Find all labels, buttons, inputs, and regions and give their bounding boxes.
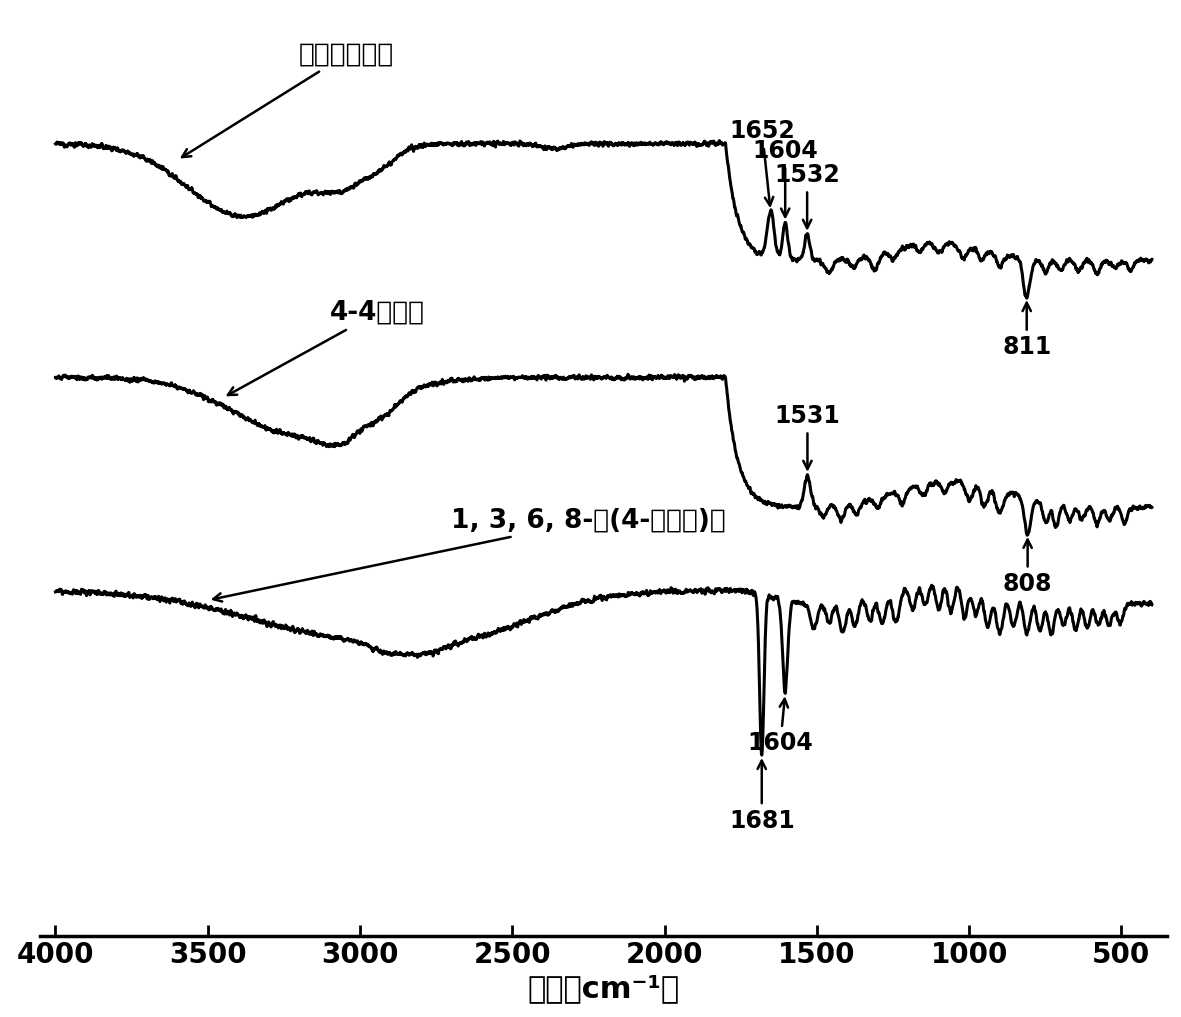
Text: 1, 3, 6, 8-四(4-羞基苯)芙: 1, 3, 6, 8-四(4-羞基苯)芙 — [214, 507, 726, 601]
Text: 金属有机凝胶: 金属有机凝胶 — [182, 42, 394, 157]
X-axis label: 波数（cm⁻¹）: 波数（cm⁻¹） — [528, 974, 680, 1003]
Text: 1604: 1604 — [748, 699, 814, 756]
Text: 1531: 1531 — [775, 404, 841, 469]
Text: 1532: 1532 — [775, 163, 840, 228]
Text: 1652: 1652 — [729, 119, 795, 205]
Text: 808: 808 — [1003, 540, 1052, 596]
Text: 1681: 1681 — [729, 761, 795, 833]
Text: 4-4联吠娜: 4-4联吠娜 — [228, 300, 425, 395]
Text: 1604: 1604 — [752, 138, 818, 217]
Text: 811: 811 — [1003, 303, 1051, 359]
